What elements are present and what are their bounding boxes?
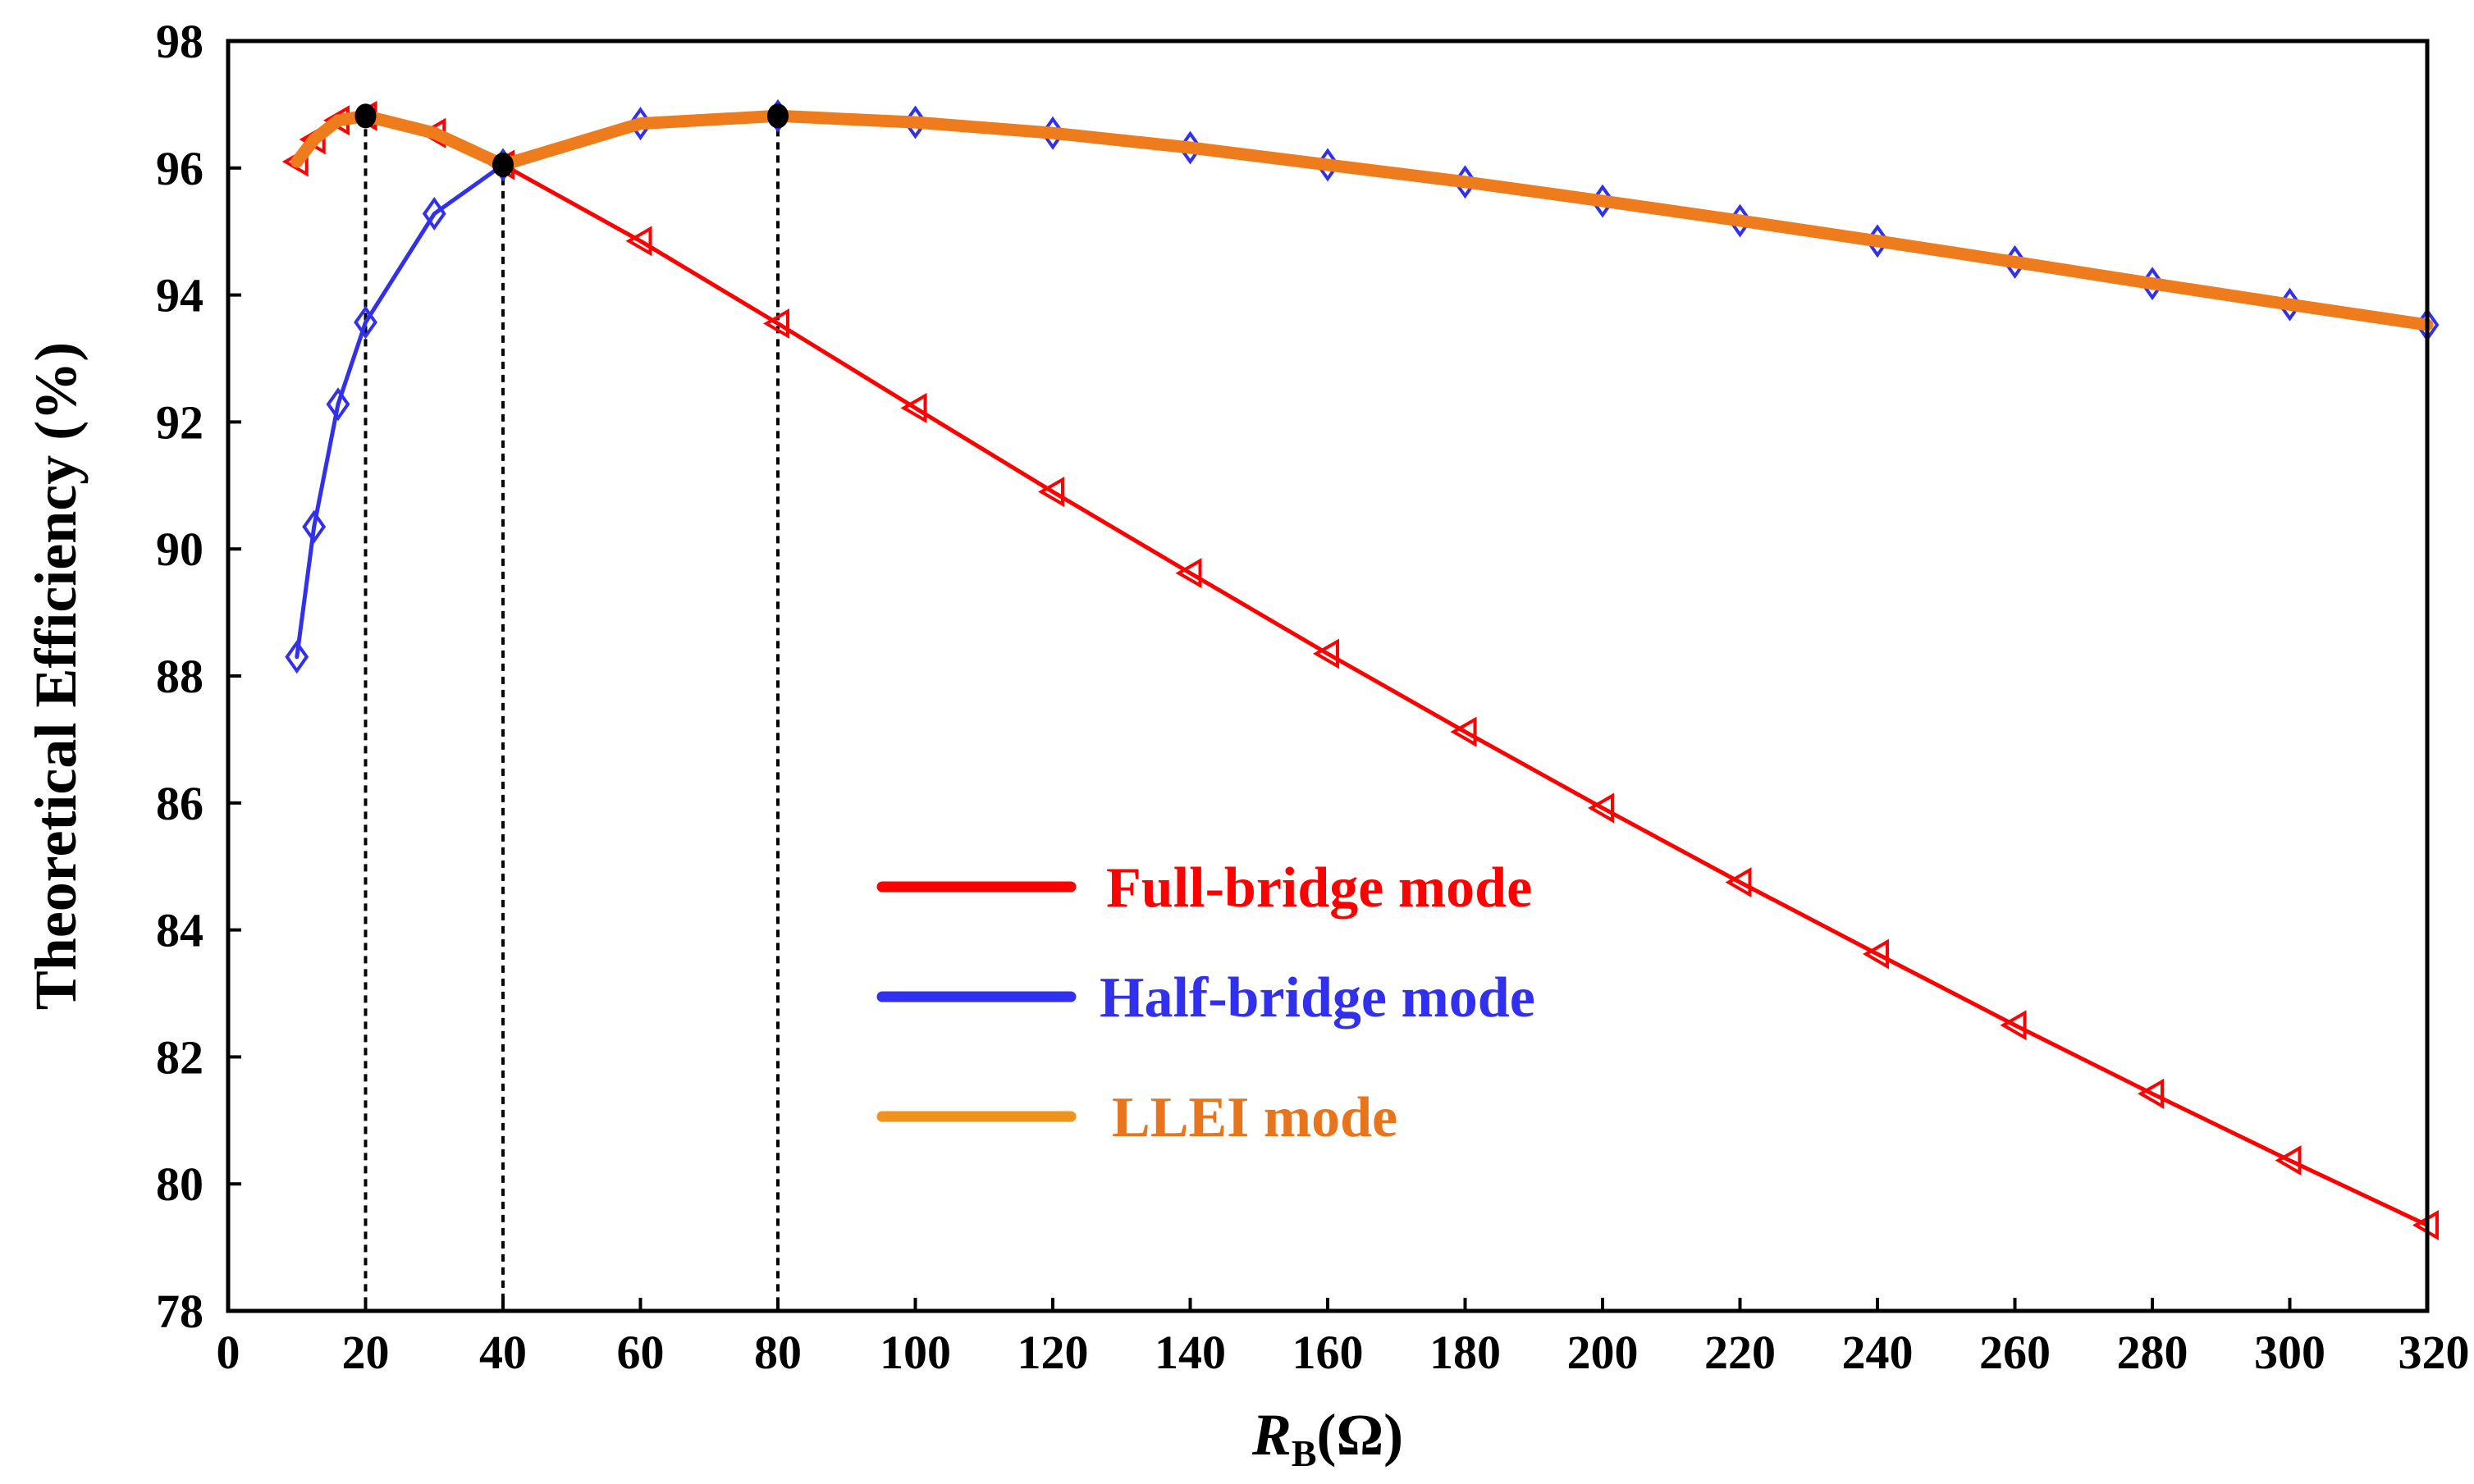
x-tick-label: 100 [880, 1326, 951, 1379]
data-point-marker [326, 387, 350, 422]
x-tick-label: 160 [1292, 1326, 1364, 1379]
highlight-point [767, 103, 789, 129]
x-tick-label: 220 [1704, 1326, 1776, 1379]
vertical-guide-lines [364, 116, 780, 1311]
legend-label: LLEI mode [1112, 1086, 1397, 1149]
x-tick-label: 20 [342, 1326, 390, 1379]
x-axis-title-unit: (Ω) [1317, 1402, 1404, 1468]
x-tick-label: 0 [217, 1326, 240, 1379]
y-tick-label: 86 [156, 777, 203, 830]
axis-ticks: 0 20 40 60 80 100 120 140 160 180 200 220 240 260 280 3… [156, 15, 2470, 1379]
x-tick-label: 320 [2399, 1326, 2470, 1379]
data-point-marker [1862, 938, 1889, 970]
y-tick-label: 96 [156, 142, 203, 195]
data-point-marker [285, 640, 309, 674]
series-layer [281, 98, 2440, 1240]
y-tick-label: 92 [156, 395, 203, 449]
x-tick-label: 60 [617, 1326, 665, 1379]
x-tick-label: 200 [1567, 1326, 1639, 1379]
x-tick-label: 120 [1017, 1326, 1089, 1379]
data-point-marker [2275, 1145, 2302, 1176]
data-point-marker [1175, 558, 1202, 589]
legend-label: Full-bridge mode [1106, 856, 1532, 920]
y-tick-label: 84 [156, 904, 203, 957]
x-axis-title-subscript: B [1292, 1432, 1317, 1474]
data-point-marker [1587, 792, 1614, 824]
x-tick-label: 280 [2117, 1326, 2188, 1379]
data-point-marker [900, 392, 927, 423]
series-line [295, 113, 2430, 660]
y-tick-label: 78 [156, 1285, 203, 1338]
data-point-marker [1312, 638, 1339, 669]
x-tick-label: 180 [1429, 1326, 1501, 1379]
y-tick-label: 98 [156, 15, 203, 68]
x-tick-label: 80 [754, 1326, 802, 1379]
data-point-marker [302, 509, 327, 544]
data-point-marker [2137, 1078, 2164, 1109]
x-tick-label: 300 [2254, 1326, 2325, 1379]
x-axis-title-main: R [1251, 1402, 1292, 1468]
data-point-marker [1037, 477, 1064, 508]
y-tick-label: 94 [156, 269, 203, 322]
x-axis-title: RB(Ω) [1251, 1402, 1403, 1474]
data-point-marker [1725, 867, 1752, 898]
data-point-marker [762, 308, 789, 339]
x-tick-label: 40 [479, 1326, 527, 1379]
highlight-points [354, 103, 789, 177]
x-tick-label: 240 [1842, 1326, 1914, 1379]
data-point-marker [625, 226, 652, 257]
y-tick-label: 80 [156, 1158, 203, 1211]
legend-label: Half-bridge mode [1100, 966, 1535, 1030]
legend: Full-bridge mode Half-bridge mode LLEI mod… [876, 856, 1535, 1149]
x-tick-label: 140 [1155, 1326, 1226, 1379]
y-tick-label: 88 [156, 650, 203, 703]
data-point-marker [422, 197, 446, 231]
x-tick-label: 260 [1979, 1326, 2051, 1379]
series-half-bridge-mode [285, 98, 2440, 674]
series-line [290, 109, 2434, 331]
highlight-point [492, 152, 514, 177]
y-tick-label: 82 [156, 1030, 203, 1084]
data-point-marker [354, 305, 377, 340]
data-point-marker [2000, 1010, 2027, 1041]
y-axis-title: Theoretical Efficiency (%) [23, 342, 89, 1010]
highlight-point [354, 103, 377, 129]
data-point-marker [1450, 716, 1477, 747]
y-tick-label: 90 [156, 523, 203, 576]
series-llei-mode [290, 109, 2434, 331]
